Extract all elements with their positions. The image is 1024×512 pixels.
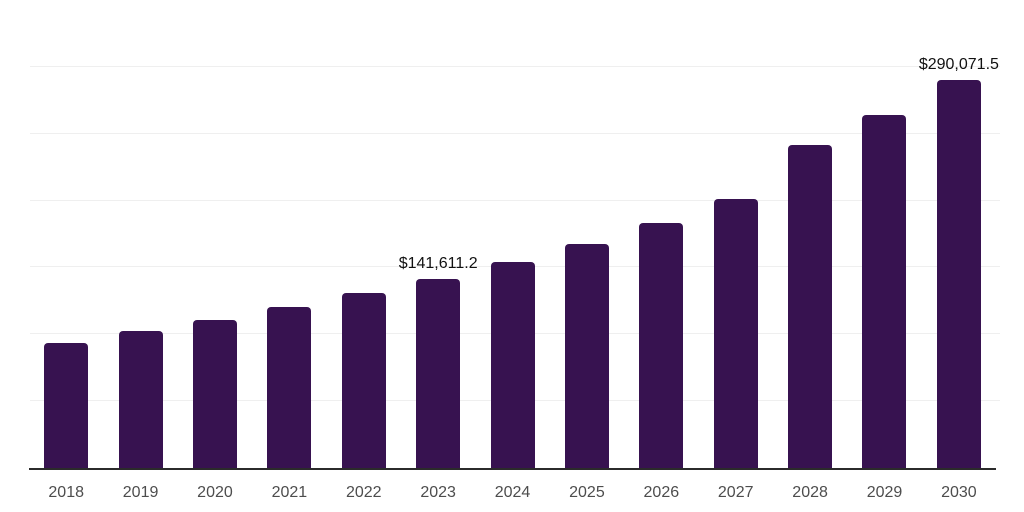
x-axis-label-2021: 2021 <box>271 484 308 501</box>
bar-2018[interactable] <box>44 342 89 468</box>
x-axis-label-2030: 2030 <box>941 484 977 501</box>
x-axis-label-slot: 2022 <box>327 483 401 503</box>
x-axis-label-slot: 2018 <box>29 483 103 503</box>
bar-slot <box>550 2 624 468</box>
bar-slot: $290,071.5 <box>918 2 999 468</box>
x-axis-label-slot: 2024 <box>475 483 549 503</box>
bar-2030[interactable] <box>936 80 981 468</box>
bar-slot <box>475 2 549 468</box>
x-axis-label-2028: 2028 <box>792 484 828 501</box>
bar-slot <box>29 2 103 468</box>
bar-slot <box>847 2 921 468</box>
bar-2027[interactable] <box>713 198 758 468</box>
x-axis-label-slot: 2020 <box>178 483 252 503</box>
x-axis-label-2026: 2026 <box>643 484 680 501</box>
x-axis-label-2027: 2027 <box>717 484 754 501</box>
x-axis-label-slot: 2019 <box>103 483 177 503</box>
x-axis-label-slot: 2028 <box>773 483 847 503</box>
gridline <box>30 132 1000 134</box>
bar-value-label-2023: $141,611.2 <box>398 254 478 272</box>
x-axis-label-2022: 2022 <box>345 484 382 501</box>
x-axis-label-slot: 2026 <box>624 483 698 503</box>
bar-slot <box>624 2 698 468</box>
bar-2029[interactable] <box>862 115 907 468</box>
bar-slot <box>773 2 847 468</box>
x-axis-label-slot: 2021 <box>252 483 326 503</box>
x-axis-label-2029: 2029 <box>866 484 903 501</box>
x-axis-labels: 2018 2019 2020 2021 2022 2023 2024 2025 2026 2027… <box>29 483 996 503</box>
bar-slot <box>178 2 252 468</box>
x-axis-label-slot: 2025 <box>550 483 624 503</box>
bar-2028[interactable] <box>788 144 833 468</box>
x-axis-label-2019: 2019 <box>122 484 159 501</box>
bar-slot <box>699 2 773 468</box>
x-axis-label-slot: 2030 <box>922 483 996 503</box>
bar-slot <box>103 2 177 468</box>
x-axis-label-2024: 2024 <box>494 484 531 501</box>
gridline <box>30 65 1000 67</box>
bar-2025[interactable] <box>564 244 609 468</box>
plot-area: $141,611.2 $290,071.5 <box>29 2 1000 470</box>
x-axis-label-slot: 2029 <box>847 483 921 503</box>
bar-slot: $141,611.2 <box>398 2 478 468</box>
x-axis-label-2023: 2023 <box>420 484 456 501</box>
bar-2021[interactable] <box>267 307 312 468</box>
bar-2024[interactable] <box>490 261 535 468</box>
gridline <box>30 199 1000 201</box>
x-axis-label-2020: 2020 <box>197 484 233 501</box>
x-axis-label-slot: 2023 <box>401 483 475 503</box>
bar-value-label-2030: $290,071.5 <box>918 56 999 74</box>
bars-row: $141,611.2 $290,071.5 <box>29 2 999 468</box>
bar-2022[interactable] <box>341 292 386 468</box>
x-axis-label-2018: 2018 <box>48 484 84 501</box>
bar-2026[interactable] <box>639 223 684 468</box>
x-axis-label-slot: 2027 <box>699 483 773 503</box>
bar-2023[interactable] <box>416 278 461 468</box>
bar-slot <box>327 2 401 468</box>
bar-2019[interactable] <box>118 331 163 468</box>
bar-slot <box>252 2 326 468</box>
x-axis-label-2025: 2025 <box>569 484 605 501</box>
bar-2020[interactable] <box>192 319 237 468</box>
